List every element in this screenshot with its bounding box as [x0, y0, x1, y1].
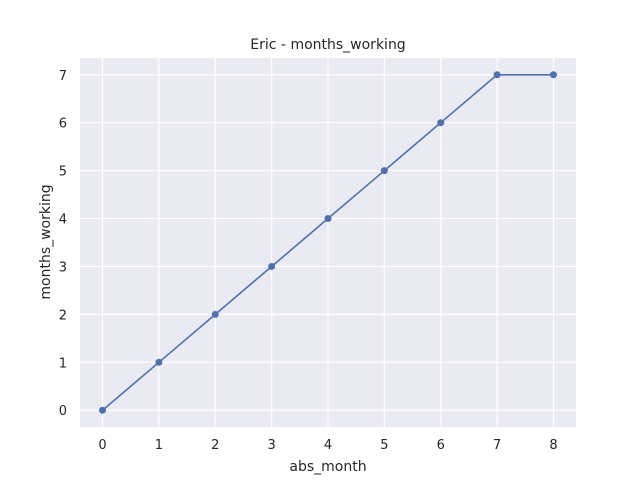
y-tick-label: 7: [59, 69, 67, 84]
y-tick-label: 2: [59, 308, 67, 323]
x-tick-label: 6: [437, 438, 445, 453]
x-tick-label: 5: [380, 438, 388, 453]
data-point: [380, 167, 388, 175]
y-tick-label: 3: [59, 260, 67, 275]
data-point: [211, 310, 219, 318]
chart-title: Eric - months_working: [250, 37, 405, 53]
data-point: [155, 358, 163, 366]
data-point: [493, 71, 501, 79]
y-tick-label: 6: [59, 117, 67, 132]
y-tick-label: 5: [59, 165, 67, 180]
x-tick-label: 3: [267, 438, 275, 453]
x-tick-label: 2: [211, 438, 219, 453]
y-tick-labels: 0 1 2 3 4 5 6 7: [59, 69, 67, 419]
data-point: [549, 71, 557, 79]
x-axis-label: abs_month: [289, 459, 366, 475]
x-tick-label: 7: [493, 438, 501, 453]
data-point: [99, 406, 107, 414]
x-tick-label: 8: [549, 438, 557, 453]
y-tick-label: 4: [59, 213, 67, 228]
x-tick-label: 0: [98, 438, 106, 453]
y-axis-label: months_working: [38, 184, 54, 299]
y-tick-label: 0: [59, 404, 67, 419]
y-tick-label: 1: [59, 356, 67, 371]
data-point: [437, 119, 445, 127]
data-point: [324, 215, 332, 223]
data-point: [268, 262, 276, 270]
series-group: [99, 71, 557, 414]
x-tick-label: 4: [324, 438, 332, 453]
x-tick-label: 1: [155, 438, 163, 453]
x-tick-labels: 0 1 2 3 4 5 6 7 8: [98, 438, 557, 453]
